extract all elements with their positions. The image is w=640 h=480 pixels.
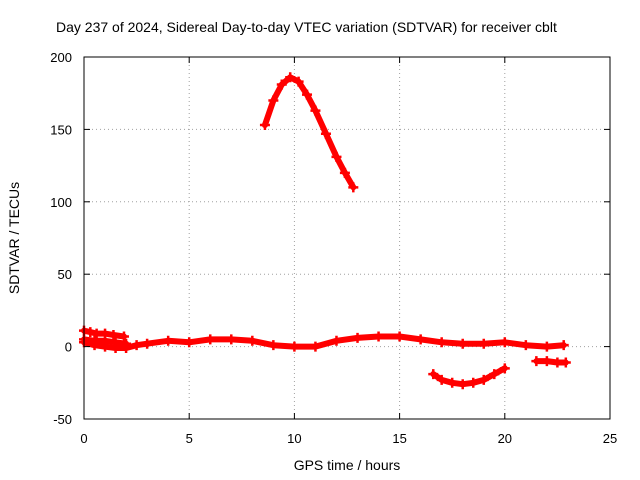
plot-frame (83, 56, 611, 420)
x-tick-label: 10 (287, 431, 301, 446)
data-point (552, 357, 563, 368)
data-point (339, 167, 350, 178)
x-tick-label: 15 (392, 431, 406, 446)
data-point (541, 341, 552, 352)
data-point (558, 340, 569, 351)
data-point (205, 334, 216, 345)
data-point (226, 334, 237, 345)
data-point (320, 128, 331, 139)
series-upper-arc (259, 72, 359, 193)
data-point (331, 335, 342, 346)
x-tick-label: 25 (603, 431, 617, 446)
data-point (131, 340, 142, 351)
data-point (163, 335, 174, 346)
data-point (457, 379, 468, 390)
data-point (268, 95, 279, 106)
data-point (289, 341, 300, 352)
data-point (91, 328, 102, 339)
series-layer (79, 72, 571, 390)
data-point (276, 79, 287, 90)
y-tick-label: 0 (65, 340, 72, 355)
data-point (302, 89, 313, 100)
data-point (348, 182, 359, 193)
series-line (81, 333, 567, 351)
data-point (142, 338, 153, 349)
x-tick-label: 5 (186, 431, 193, 446)
data-point (468, 377, 479, 388)
data-point (436, 374, 447, 385)
y-tick-label: 150 (50, 122, 72, 137)
series-late-negative (531, 356, 571, 368)
data-point (310, 105, 321, 116)
data-point (499, 337, 510, 348)
data-point (560, 357, 571, 368)
data-point (118, 331, 129, 342)
series-main-track (79, 331, 569, 354)
data-point (268, 340, 279, 351)
x-tick-label: 20 (498, 431, 512, 446)
data-point (478, 338, 489, 349)
y-tick-label: 50 (58, 267, 72, 282)
data-point (293, 76, 304, 87)
data-point (373, 331, 384, 342)
data-point (520, 340, 531, 351)
data-point (457, 338, 468, 349)
series-early-mid (79, 334, 132, 349)
data-point (247, 335, 258, 346)
data-point (415, 334, 426, 345)
data-point (100, 335, 111, 346)
y-tick-label: 200 (50, 50, 72, 65)
data-point (331, 151, 342, 162)
data-point (89, 335, 100, 346)
data-point (184, 337, 195, 348)
data-point (489, 369, 500, 380)
ticks: 0 5 10 15 20 25 -50 0 50 100 150 200 (50, 50, 617, 446)
data-point (531, 356, 542, 367)
y-tick-label: 100 (50, 195, 72, 210)
y-axis-label: SDTVAR / TECUs (6, 182, 22, 294)
data-point (85, 327, 96, 338)
series-dip (428, 363, 510, 390)
data-point (428, 369, 439, 380)
data-point (478, 374, 489, 385)
data-point (499, 363, 510, 374)
x-axis-label: GPS time / hours (294, 457, 401, 473)
chart-title: Day 237 of 2024, Sidereal Day-to-day VTE… (56, 19, 557, 35)
data-point (121, 338, 132, 349)
data-point (110, 337, 121, 348)
grid (84, 57, 610, 419)
data-point (394, 331, 405, 342)
data-point (447, 377, 458, 388)
data-point (285, 72, 296, 83)
data-point (259, 120, 270, 131)
data-point (541, 356, 552, 367)
data-point (436, 337, 447, 348)
x-tick-label: 0 (80, 431, 87, 446)
y-tick-label: -50 (53, 412, 72, 427)
data-point (108, 330, 119, 341)
data-point (352, 332, 363, 343)
data-point (310, 341, 321, 352)
